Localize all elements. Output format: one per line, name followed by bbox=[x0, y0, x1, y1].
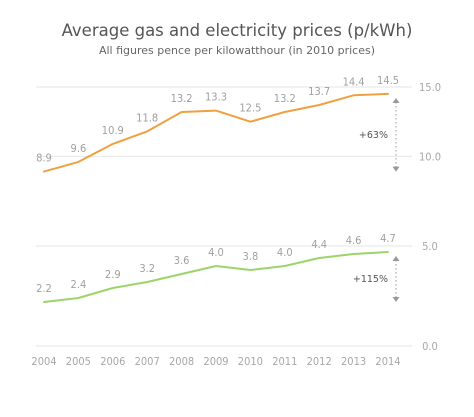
electricity-label-2014: 14.5 bbox=[377, 74, 399, 87]
y-tick-10: 10.0 bbox=[419, 150, 441, 163]
x-tick-2010: 2010 bbox=[238, 355, 263, 368]
gas-bracket-arrow-up-icon bbox=[392, 256, 400, 261]
electricity-change-label: +63% bbox=[359, 130, 388, 141]
x-tick-2011: 2011 bbox=[272, 355, 297, 368]
data-labels: 8.9 9.6 10.9 11.8 13.2 13.3 12.5 13.2 13.7 14.4 14… bbox=[36, 74, 399, 295]
x-tick-2009: 2009 bbox=[203, 355, 228, 368]
x-tick-2014: 2014 bbox=[375, 355, 400, 368]
chart-title: Average gas and electricity prices (p/kW… bbox=[62, 21, 413, 40]
electricity-series-line bbox=[43, 92, 389, 173]
gas-label-2010: 3.8 bbox=[243, 250, 259, 263]
chart-subtitle: All figures pence per kilowatthour (in 2… bbox=[99, 44, 375, 57]
electricity-label-2012: 13.7 bbox=[308, 85, 330, 98]
x-tick-2006: 2006 bbox=[100, 355, 125, 368]
electricity-label-2013: 14.4 bbox=[343, 75, 365, 88]
gas-label-2007: 3.2 bbox=[139, 262, 155, 275]
gas-label-2013: 4.6 bbox=[346, 234, 362, 247]
gas-label-2014: 4.7 bbox=[380, 232, 396, 245]
electricity-label-2011: 13.2 bbox=[274, 92, 296, 105]
electricity-change-bracket: +63% bbox=[359, 97, 400, 172]
series-group bbox=[43, 92, 389, 303]
gas-label-2012: 4.4 bbox=[311, 238, 327, 251]
axes: 15.0 10.0 5.0 0.0 2004 2005 2006 2007 2008 2009 20… bbox=[31, 81, 441, 368]
gas-label-2008: 3.6 bbox=[174, 254, 190, 267]
x-tick-2005: 2005 bbox=[66, 355, 91, 368]
gas-label-2006: 2.9 bbox=[105, 268, 121, 281]
x-tick-2004: 2004 bbox=[31, 355, 56, 368]
change-indicators: +63% +115% bbox=[353, 97, 400, 302]
gas-label-2009: 4.0 bbox=[208, 246, 224, 259]
electricity-bracket-arrow-up-icon bbox=[392, 97, 400, 103]
gridlines bbox=[36, 86, 412, 347]
x-tick-2007: 2007 bbox=[135, 355, 160, 368]
y-tick-15: 15.0 bbox=[419, 81, 441, 94]
electricity-label-2006: 10.9 bbox=[102, 124, 124, 137]
gas-label-2005: 2.4 bbox=[71, 278, 87, 291]
electricity-label-2005: 9.6 bbox=[71, 142, 87, 155]
gas-label-2004: 2.2 bbox=[36, 282, 52, 295]
x-tick-2013: 2013 bbox=[341, 355, 366, 368]
gas-label-2011: 4.0 bbox=[277, 246, 293, 259]
gas-change-label: +115% bbox=[353, 274, 388, 285]
gas-series-line bbox=[43, 251, 389, 303]
x-tick-2012: 2012 bbox=[307, 355, 332, 368]
electricity-label-2008: 13.2 bbox=[171, 92, 193, 105]
gas-change-bracket: +115% bbox=[353, 256, 400, 302]
electricity-label-2007: 11.8 bbox=[136, 111, 158, 124]
gas-bracket-arrow-down-icon bbox=[392, 297, 400, 302]
y-tick-0: 0.0 bbox=[422, 340, 438, 353]
electricity-label-2010: 12.5 bbox=[239, 102, 261, 115]
x-tick-2008: 2008 bbox=[169, 355, 194, 368]
electricity-bracket-arrow-down-icon bbox=[392, 166, 400, 172]
y-tick-5: 5.0 bbox=[422, 240, 438, 253]
electricity-label-2004: 8.9 bbox=[36, 152, 52, 165]
electricity-label-2009: 13.3 bbox=[205, 91, 227, 104]
